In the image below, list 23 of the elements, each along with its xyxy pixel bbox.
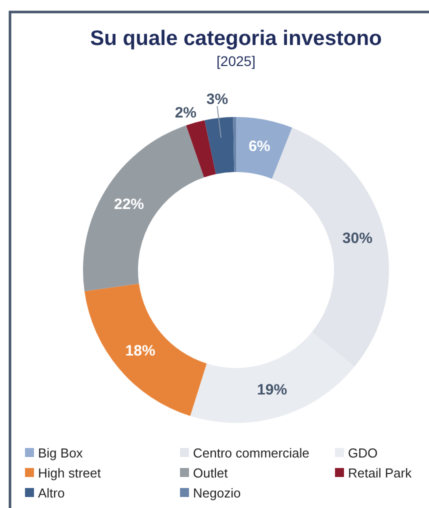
legend-label: Negozio [193,486,241,500]
donut-slice [236,117,292,179]
data-label: 6% [248,138,270,156]
chart-title: Su quale categoria investono [90,27,382,50]
data-label: 3% [206,91,228,108]
legend-label: Centro commerciale [193,446,310,460]
donut-slice [83,125,204,292]
donut-slice [204,117,234,174]
legend-label: Big Box [38,446,84,460]
legend-label: Altro [38,486,65,500]
legend-label: Retail Park [348,466,412,480]
data-label: 18% [125,342,156,360]
donut-slice [186,120,216,178]
legend-label: High street [38,466,102,480]
donut-slice [233,117,236,172]
data-label: 19% [257,382,288,399]
legend-label: GDO [348,446,378,460]
legend-label: Outlet [193,466,228,480]
chart-subtitle: [2025] [216,53,256,69]
data-label: 2% [174,104,196,122]
data-label: 30% [342,230,372,247]
data-label: 22% [114,196,144,213]
donut-slice [84,284,207,416]
